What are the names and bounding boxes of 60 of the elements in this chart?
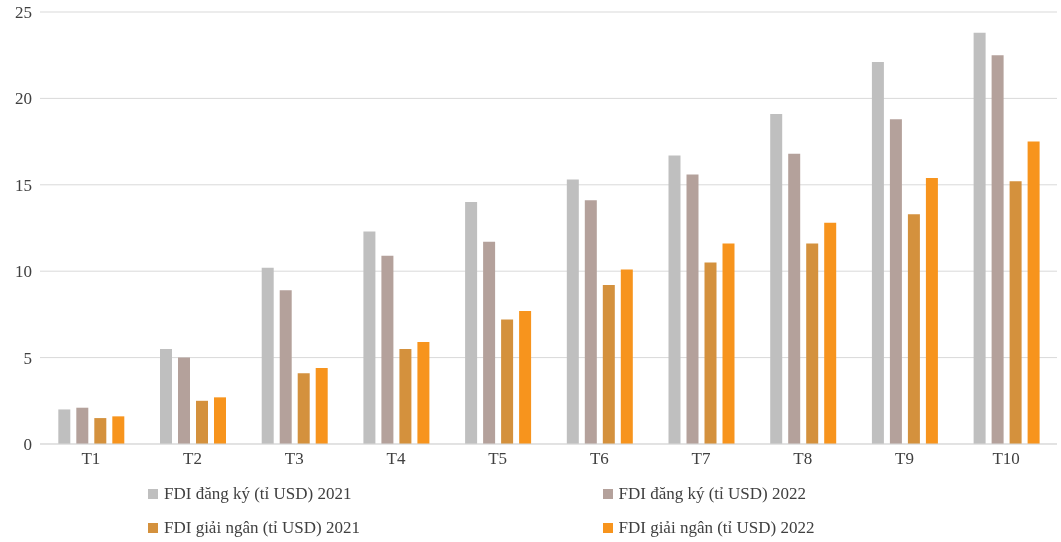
x-tick-label: T9 <box>895 449 914 469</box>
bar <box>196 400 209 444</box>
bar <box>889 119 902 444</box>
bar <box>770 113 783 444</box>
bar <box>704 262 717 444</box>
bar <box>178 357 191 444</box>
legend-label: FDI đăng ký (tỉ USD) 2022 <box>618 484 806 504</box>
x-tick-label: T2 <box>183 449 202 469</box>
bar <box>112 416 125 444</box>
bar <box>417 342 430 444</box>
x-tick-label: T8 <box>793 449 813 469</box>
legend-label: FDI đăng ký (tỉ USD) 2021 <box>164 484 352 504</box>
bar <box>973 32 986 444</box>
bar <box>824 222 837 444</box>
bar <box>483 241 496 444</box>
bar <box>465 202 478 444</box>
bar <box>94 418 107 444</box>
bar <box>722 243 735 444</box>
bar <box>1009 181 1022 444</box>
bar <box>620 269 633 444</box>
bar <box>160 348 173 444</box>
bar <box>788 153 801 444</box>
x-tick-label: T1 <box>81 449 101 469</box>
bar <box>686 174 699 444</box>
y-tick-label: 15 <box>15 175 32 195</box>
x-tick-label: T4 <box>386 449 406 469</box>
bar <box>297 373 310 444</box>
bar <box>261 267 274 444</box>
bar <box>214 397 227 444</box>
y-tick-label: 10 <box>15 262 32 282</box>
y-tick-label: 0 <box>23 435 32 455</box>
bar <box>907 214 920 444</box>
bar <box>806 243 819 444</box>
bar <box>381 255 394 444</box>
legend-label: FDI giải ngân (tỉ USD) 2022 <box>618 518 815 538</box>
bar <box>668 155 681 444</box>
bar <box>584 200 597 444</box>
bar <box>871 62 884 444</box>
bar <box>501 319 514 444</box>
bar <box>363 231 376 444</box>
x-tick-label: T10 <box>992 449 1020 469</box>
x-tick-label: T5 <box>488 449 508 469</box>
x-tick-label: T3 <box>284 449 304 469</box>
bar <box>315 367 328 444</box>
bar <box>1027 141 1040 444</box>
y-tick-label: 20 <box>15 89 32 109</box>
bar <box>399 348 412 444</box>
bar <box>566 179 579 444</box>
legend-label: FDI giải ngân (tỉ USD) 2021 <box>164 518 360 538</box>
bar <box>76 407 89 444</box>
bar <box>519 310 532 444</box>
bar <box>279 290 292 444</box>
y-tick-label: 5 <box>23 348 32 368</box>
bar <box>925 177 938 444</box>
bar <box>991 55 1004 444</box>
bar <box>602 285 615 444</box>
bar <box>58 409 71 444</box>
x-tick-label: T7 <box>691 449 711 469</box>
x-tick-label: T6 <box>589 449 609 469</box>
y-tick-label: 25 <box>15 3 32 23</box>
